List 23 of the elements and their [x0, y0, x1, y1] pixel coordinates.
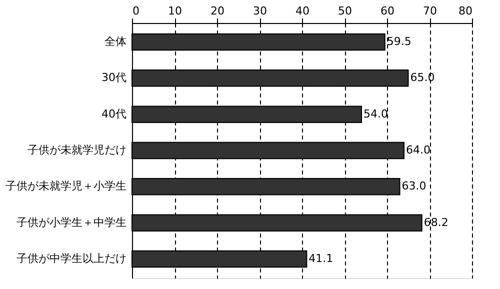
data-label: 41.1: [308, 252, 334, 266]
x-tick-label: 80: [458, 4, 472, 18]
y-tick-label: 子供が中学生以上だけ: [16, 252, 126, 266]
data-label: 68.2: [424, 216, 448, 229]
y-tick-label: 40代: [102, 107, 126, 120]
x-tick-label: 70: [423, 4, 437, 18]
y-tick-label: 子供が未就学児だけ: [28, 144, 126, 156]
data-label: 63.0: [402, 180, 426, 193]
x-tick-label: 10: [168, 4, 182, 18]
data-label: 59.5: [386, 34, 412, 48]
y-tick-label: 子供が未就学児＋小学生: [6, 180, 126, 193]
data-label: 64.0: [406, 144, 430, 156]
x-tick-label: 40: [296, 4, 310, 18]
x-tick-label: 60: [380, 4, 394, 18]
x-tick-label: 20: [210, 4, 224, 18]
x-tick-label: 30: [253, 4, 267, 18]
x-tick-label: 0: [132, 4, 140, 18]
data-label: 65.0: [410, 71, 435, 84]
y-tick-label: 30代: [102, 71, 126, 84]
y-tick-label: 子供が小学生＋中学生: [16, 216, 126, 229]
data-label: 54.0: [364, 107, 388, 120]
y-tick-label: 全体: [104, 34, 126, 48]
x-tick-label: 50: [338, 4, 352, 18]
